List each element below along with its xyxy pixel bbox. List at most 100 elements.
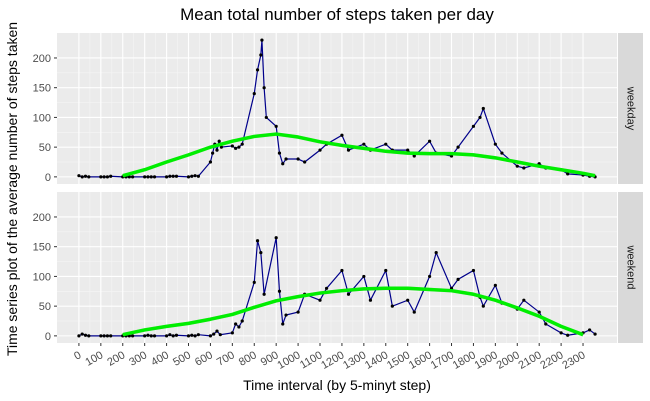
- data-point: [318, 298, 322, 302]
- y-tick-label: 50: [39, 301, 51, 313]
- data-point: [218, 333, 222, 337]
- data-point: [164, 175, 169, 179]
- x-tick-label: 700: [215, 349, 237, 369]
- panel-background: [57, 33, 617, 184]
- data-point: [412, 310, 416, 314]
- data-point: [164, 334, 169, 338]
- data-point: [259, 53, 263, 57]
- data-point: [346, 148, 351, 152]
- data-point: [83, 174, 88, 178]
- facet-strip-label: weekend: [625, 244, 637, 289]
- data-point: [362, 142, 366, 146]
- data-point: [87, 334, 91, 338]
- x-tick-label: 0: [72, 349, 83, 362]
- data-point: [390, 304, 394, 308]
- data-point: [346, 292, 351, 296]
- data-point: [434, 251, 438, 255]
- data-point: [240, 142, 244, 146]
- data-point: [471, 268, 476, 273]
- data-point: [384, 142, 388, 146]
- data-point: [277, 151, 282, 155]
- series-line: [78, 237, 596, 337]
- data-point: [340, 268, 344, 273]
- data-point: [522, 298, 526, 302]
- data-point: [500, 151, 504, 155]
- x-tick-label: 500: [171, 349, 193, 369]
- data-point: [296, 157, 300, 161]
- data-point: [208, 160, 213, 164]
- data-point: [515, 164, 519, 168]
- data-point: [481, 106, 485, 111]
- data-point: [196, 174, 200, 178]
- data-point: [260, 38, 264, 42]
- x-tick-label: 2300: [560, 349, 587, 372]
- data-point: [171, 334, 175, 338]
- x-axis-label: Time interval (by 5-minyt step): [243, 377, 431, 393]
- data-point: [193, 174, 197, 178]
- y-tick-label: 100: [33, 271, 51, 283]
- data-point: [234, 146, 238, 150]
- data-point: [593, 332, 597, 336]
- data-point: [230, 144, 234, 148]
- data-point: [219, 145, 223, 149]
- data-point: [102, 334, 106, 338]
- data-point: [262, 292, 266, 296]
- data-point: [87, 175, 91, 179]
- data-point: [131, 175, 135, 179]
- data-point: [149, 175, 153, 179]
- y-tick-label: 0: [45, 172, 51, 184]
- y-tick-label: 200: [33, 212, 51, 224]
- data-point: [274, 236, 278, 240]
- data-point: [186, 334, 191, 338]
- data-point: [99, 175, 103, 179]
- data-point: [217, 139, 221, 143]
- data-point: [471, 124, 476, 128]
- data-point: [146, 333, 150, 337]
- data-point: [80, 175, 84, 179]
- data-point: [252, 92, 256, 96]
- data-point: [109, 334, 113, 338]
- x-tick-label: 400: [149, 349, 171, 369]
- data-point: [190, 174, 194, 178]
- data-point: [281, 162, 285, 166]
- data-point: [428, 139, 432, 143]
- x-tick-label: 100: [83, 349, 105, 369]
- data-point: [105, 175, 110, 179]
- data-point: [174, 333, 179, 337]
- data-point: [215, 329, 219, 333]
- data-point: [80, 332, 84, 336]
- facet-strip: [618, 33, 643, 184]
- data-point: [252, 280, 256, 284]
- data-point: [274, 124, 278, 128]
- data-point: [264, 115, 268, 120]
- data-point: [259, 251, 263, 255]
- data-point: [109, 174, 113, 178]
- data-point: [212, 332, 216, 336]
- data-point: [211, 151, 215, 155]
- y-axis-label: Time series plot of the average number o…: [4, 22, 20, 356]
- data-point: [284, 157, 288, 161]
- data-point: [406, 298, 410, 302]
- data-point: [99, 334, 103, 338]
- data-point: [143, 334, 147, 338]
- data-point: [522, 166, 526, 170]
- y-tick-label: 150: [33, 242, 51, 254]
- data-point: [149, 334, 153, 338]
- data-point: [152, 334, 157, 338]
- data-point: [303, 160, 307, 164]
- data-point: [566, 172, 570, 176]
- data-point: [208, 334, 213, 338]
- facet-strip: [618, 192, 643, 343]
- data-point: [384, 268, 388, 273]
- data-point: [77, 174, 81, 178]
- data-point: [102, 175, 106, 179]
- data-point: [537, 310, 541, 314]
- data-point: [493, 142, 497, 146]
- facet-panel-weekday: 0 50 100 150 200 weekday: [33, 33, 643, 184]
- data-point: [193, 334, 197, 338]
- data-point: [318, 148, 322, 152]
- x-tick-label: 600: [193, 349, 215, 369]
- data-point: [186, 175, 191, 179]
